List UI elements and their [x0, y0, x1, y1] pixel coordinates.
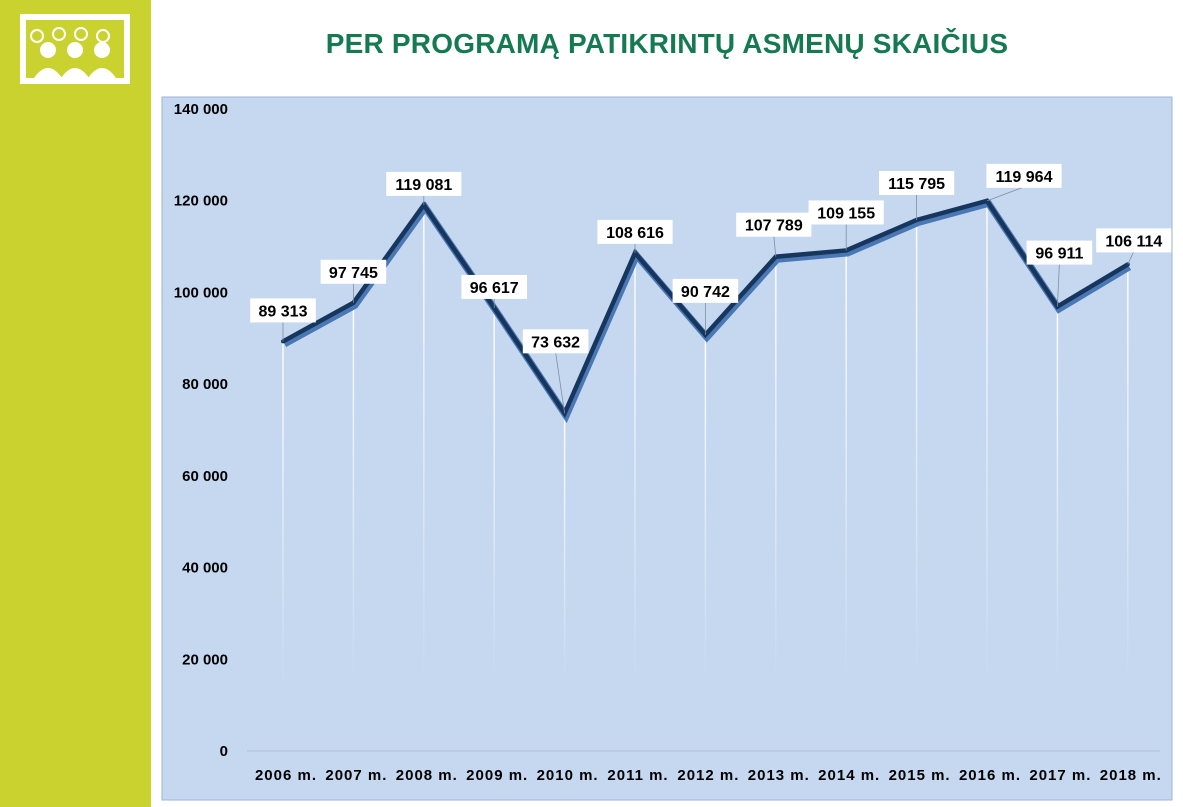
x-tick-label: 2011 m.	[607, 767, 668, 784]
data-label: 107 789	[745, 218, 803, 235]
data-label-box	[1096, 228, 1172, 253]
drop-line	[986, 200, 988, 691]
data-label-box	[597, 219, 673, 244]
data-label-box	[986, 163, 1062, 188]
data-label-box	[808, 200, 884, 225]
drop-line	[423, 204, 425, 691]
data-label-box	[386, 171, 462, 196]
drop-line	[493, 307, 495, 691]
data-label-box	[1026, 240, 1093, 265]
y-tick-label: 20 000	[182, 651, 228, 668]
data-label: 90 742	[681, 284, 730, 301]
x-tick-label: 2018 m.	[1100, 767, 1162, 784]
x-tick-label: 2012 m.	[677, 767, 739, 784]
data-label-box	[522, 329, 589, 354]
sidebar-band	[0, 0, 151, 807]
drop-line	[634, 252, 636, 691]
data-label: 97 745	[329, 265, 378, 282]
data-label-box	[672, 278, 739, 303]
data-label: 119 964	[996, 169, 1053, 186]
y-tick-label: 100 000	[174, 284, 228, 301]
x-tick-label: 2013 m.	[748, 767, 810, 784]
data-label: 96 617	[470, 280, 519, 297]
drop-line	[775, 256, 777, 691]
drop-line	[845, 250, 847, 691]
y-tick-label: 0	[220, 743, 228, 760]
data-label: 115 795	[888, 176, 945, 193]
x-tick-label: 2017 m.	[1029, 767, 1091, 784]
data-label-leader	[555, 352, 565, 414]
data-label: 89 313	[259, 303, 308, 320]
data-label-leader	[1057, 263, 1060, 307]
data-label-leader	[773, 235, 777, 257]
x-tick-label: 2009 m.	[466, 767, 528, 784]
data-label: 119 081	[395, 177, 452, 194]
data-label: 106 114	[1105, 233, 1162, 250]
drop-line	[352, 302, 355, 691]
data-label-leader	[986, 186, 1025, 202]
people-group-logo	[20, 14, 130, 84]
data-label: 109 155	[817, 205, 875, 222]
x-tick-label: 2006 m.	[255, 767, 317, 784]
y-tick-label: 120 000	[174, 193, 228, 210]
data-label: 73 632	[531, 334, 580, 351]
data-label: 108 616	[606, 225, 664, 242]
data-label-leader	[1127, 251, 1135, 265]
y-tick-label: 80 000	[182, 376, 228, 393]
x-tick-label: 2015 m.	[889, 767, 951, 784]
plot-area	[161, 96, 1173, 801]
drop-line	[282, 341, 284, 691]
y-tick-label: 40 000	[182, 560, 228, 577]
y-tick-label: 60 000	[182, 468, 228, 485]
data-label: 96 911	[1035, 246, 1083, 263]
data-label-box	[736, 212, 812, 237]
chart-title: PER PROGRAMĄ PATIKRINTŲ ASMENŲ SKAIČIUS	[325, 28, 1009, 59]
drop-line	[1056, 306, 1059, 691]
data-label-box	[879, 170, 955, 195]
x-tick-label: 2014 m.	[818, 767, 880, 784]
x-tick-label: 2008 m.	[396, 767, 458, 784]
data-label-box	[250, 298, 316, 323]
drop-line	[1127, 264, 1129, 691]
drop-line	[563, 413, 566, 691]
drop-line	[915, 219, 918, 692]
y-tick-label: 140 000	[174, 101, 228, 118]
x-tick-label: 2016 m.	[959, 767, 1021, 784]
data-label-box	[320, 259, 387, 284]
x-tick-label: 2010 m.	[537, 767, 599, 784]
drop-line	[704, 334, 707, 691]
x-tick-label: 2007 m.	[325, 767, 387, 784]
data-label-box	[461, 274, 527, 299]
